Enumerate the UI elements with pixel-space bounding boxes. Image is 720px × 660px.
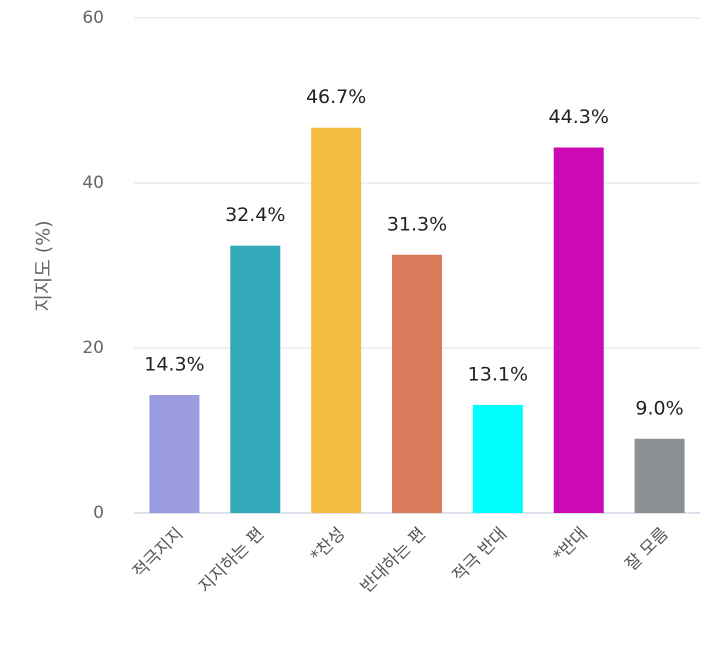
x-tick-label: 반대하는 편 xyxy=(357,524,430,597)
y-tick-label: 40 xyxy=(82,173,104,193)
bar xyxy=(472,404,523,513)
data-label: 46.7% xyxy=(306,86,366,108)
data-label: 13.1% xyxy=(468,363,528,385)
data-label: 31.3% xyxy=(387,213,447,235)
x-tick-label: *찬성 xyxy=(307,524,349,566)
bar xyxy=(634,438,685,513)
y-axis-title: 지지도 (%) xyxy=(33,220,55,311)
data-label: 32.4% xyxy=(225,204,285,226)
bar xyxy=(311,127,362,513)
bar xyxy=(553,147,604,513)
data-label: 14.3% xyxy=(144,354,204,376)
y-tick-label: 60 xyxy=(82,8,104,28)
x-tick-label: *반대 xyxy=(550,524,592,566)
x-tick-label: 적극 반대 xyxy=(449,524,511,586)
bar xyxy=(149,395,200,513)
data-label: 44.3% xyxy=(549,106,609,128)
x-tick-label: 지지하는 편 xyxy=(195,524,268,597)
bar xyxy=(392,254,442,513)
x-tick-label: 잘 모름 xyxy=(621,524,672,575)
y-tick-label: 20 xyxy=(82,338,104,358)
x-tick-label: 적극지지 xyxy=(129,524,187,582)
data-label: 9.0% xyxy=(635,397,683,419)
bar xyxy=(230,245,281,513)
y-tick-label: 0 xyxy=(93,503,104,523)
